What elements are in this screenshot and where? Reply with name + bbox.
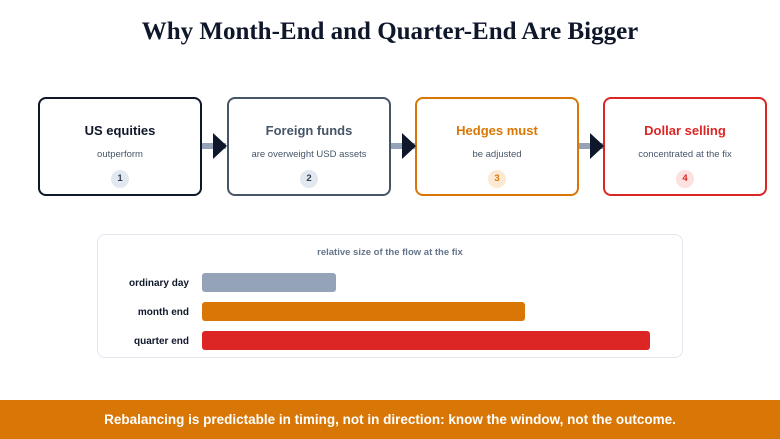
step-subtext: are overweight USD assets — [251, 149, 367, 160]
page-title: Why Month-End and Quarter-End Are Bigger — [141, 18, 639, 45]
bar-label-ordinary-day: ordinary day — [128, 278, 189, 289]
bar-label-quarter-end: quarter end — [133, 336, 189, 347]
step-card-us-equities: US equities outperform 1 — [38, 97, 202, 196]
step-heading: Hedges must — [456, 123, 538, 138]
arrow-right-icon — [213, 133, 227, 159]
panel-title: relative size of the flow at the fix — [317, 247, 463, 258]
arrow-right-icon — [402, 133, 416, 159]
step-heading: US equities — [84, 123, 156, 138]
step-heading: Dollar selling — [644, 123, 726, 138]
step-number-badge: 4 — [676, 170, 694, 188]
step-number-badge: 2 — [300, 170, 318, 188]
step-heading: Foreign funds — [265, 123, 353, 138]
step-subtext: outperform — [97, 149, 143, 160]
step-subtext: be adjusted — [472, 149, 522, 160]
bar-month-end — [202, 302, 525, 321]
arrow-right-icon — [590, 133, 604, 159]
step-card-hedges: Hedges must be adjusted 3 — [415, 97, 579, 196]
bar-label-month-end: month end — [137, 307, 189, 318]
step-card-foreign-funds: Foreign funds are overweight USD assets … — [227, 97, 391, 196]
step-number-badge: 1 — [111, 170, 129, 188]
bar-ordinary-day — [202, 273, 336, 292]
footer-banner: Rebalancing is predictable in timing, no… — [0, 400, 780, 439]
step-number-badge: 3 — [488, 170, 506, 188]
step-card-dollar-selling: Dollar selling concentrated at the fix 4 — [603, 97, 767, 196]
bar-quarter-end — [202, 331, 650, 350]
step-subtext: concentrated at the fix — [638, 149, 732, 160]
flow-size-panel: relative size of the flow at the fix ord… — [97, 234, 683, 358]
